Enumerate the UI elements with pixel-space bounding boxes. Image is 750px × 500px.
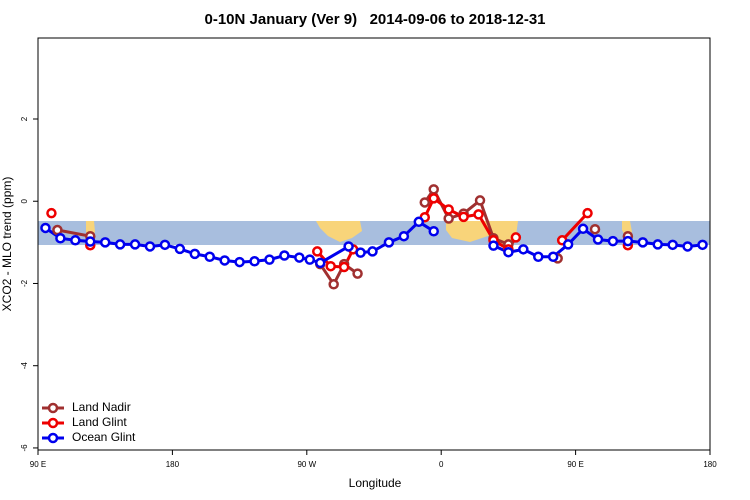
point: [70, 235, 81, 246]
point: [622, 235, 634, 247]
point: [667, 239, 678, 251]
point: [682, 241, 693, 252]
point: [413, 216, 425, 228]
land-patch: [446, 221, 518, 245]
point: [398, 230, 410, 242]
legend-marker: [47, 432, 59, 444]
point: [458, 211, 469, 223]
point: [533, 251, 544, 262]
point: [428, 226, 439, 237]
point: [343, 241, 354, 252]
point: [562, 239, 574, 250]
point: [607, 235, 619, 247]
x-tick-label: 90 E: [567, 460, 583, 469]
point: [637, 237, 649, 248]
point: [144, 241, 156, 252]
point: [428, 184, 439, 195]
point: [40, 222, 51, 234]
point: [518, 244, 529, 255]
point: [204, 251, 215, 262]
point: [234, 256, 245, 268]
legend-label: Land Nadir: [72, 400, 131, 414]
point: [503, 246, 514, 258]
point: [547, 251, 559, 262]
legend-label: Ocean Glint: [72, 430, 136, 444]
y-tick-label: -4: [20, 362, 29, 370]
point: [652, 239, 663, 250]
point: [279, 250, 290, 261]
point: [114, 239, 126, 250]
point: [474, 195, 486, 206]
legend-marker: [47, 402, 59, 414]
point: [312, 246, 323, 257]
point: [264, 254, 275, 265]
y-axis-label: XCO2 - MLO trend (ppm): [0, 177, 14, 312]
point: [582, 207, 593, 219]
point: [85, 236, 96, 247]
point: [488, 240, 499, 251]
point: [473, 209, 484, 220]
legend-marker: [47, 417, 59, 429]
x-axis-label: Longitude: [349, 476, 402, 490]
x-tick-label: 180: [166, 460, 180, 469]
point: [443, 204, 454, 215]
point: [443, 213, 454, 224]
point: [249, 256, 260, 267]
point: [577, 223, 589, 235]
point: [697, 239, 708, 251]
point: [99, 237, 111, 248]
point: [328, 279, 339, 290]
point: [510, 232, 522, 243]
y-tick-label: -2: [20, 279, 29, 287]
point: [189, 248, 201, 260]
y-tick-label: -6: [20, 444, 29, 452]
x-tick-label: 90 W: [297, 460, 316, 469]
x-tick-label: 180: [703, 460, 717, 469]
point: [129, 239, 141, 250]
point: [325, 260, 336, 272]
y-tick-label: 2: [20, 116, 29, 121]
point: [592, 234, 604, 245]
x-tick-label: 0: [439, 460, 444, 469]
point: [52, 224, 63, 236]
chart-title: 0-10N January (Ver 9) 2014-09-06 to 2018…: [204, 11, 545, 28]
land-patch: [316, 221, 362, 242]
point: [159, 239, 171, 251]
point: [383, 237, 395, 248]
point: [338, 261, 350, 273]
point: [174, 243, 186, 255]
x-tick-label: 90 E: [30, 460, 46, 469]
plot-frame: [37, 37, 711, 451]
point: [428, 193, 439, 204]
legend-label: Land Glint: [72, 415, 127, 429]
point: [589, 223, 601, 235]
point: [355, 247, 366, 258]
point: [304, 254, 316, 265]
point: [46, 207, 57, 219]
point: [294, 252, 305, 263]
point: [55, 232, 66, 244]
y-tick-label: 0: [20, 198, 29, 203]
point: [367, 246, 378, 257]
point: [314, 257, 326, 269]
point: [219, 255, 230, 266]
point: [352, 268, 363, 279]
point: [419, 197, 431, 208]
